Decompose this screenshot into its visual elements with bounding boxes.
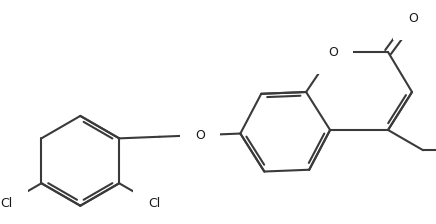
Text: O: O (328, 45, 338, 58)
Text: O: O (195, 129, 205, 142)
Text: Cl: Cl (0, 197, 13, 210)
Text: O: O (408, 12, 418, 25)
Text: Cl: Cl (148, 197, 160, 210)
